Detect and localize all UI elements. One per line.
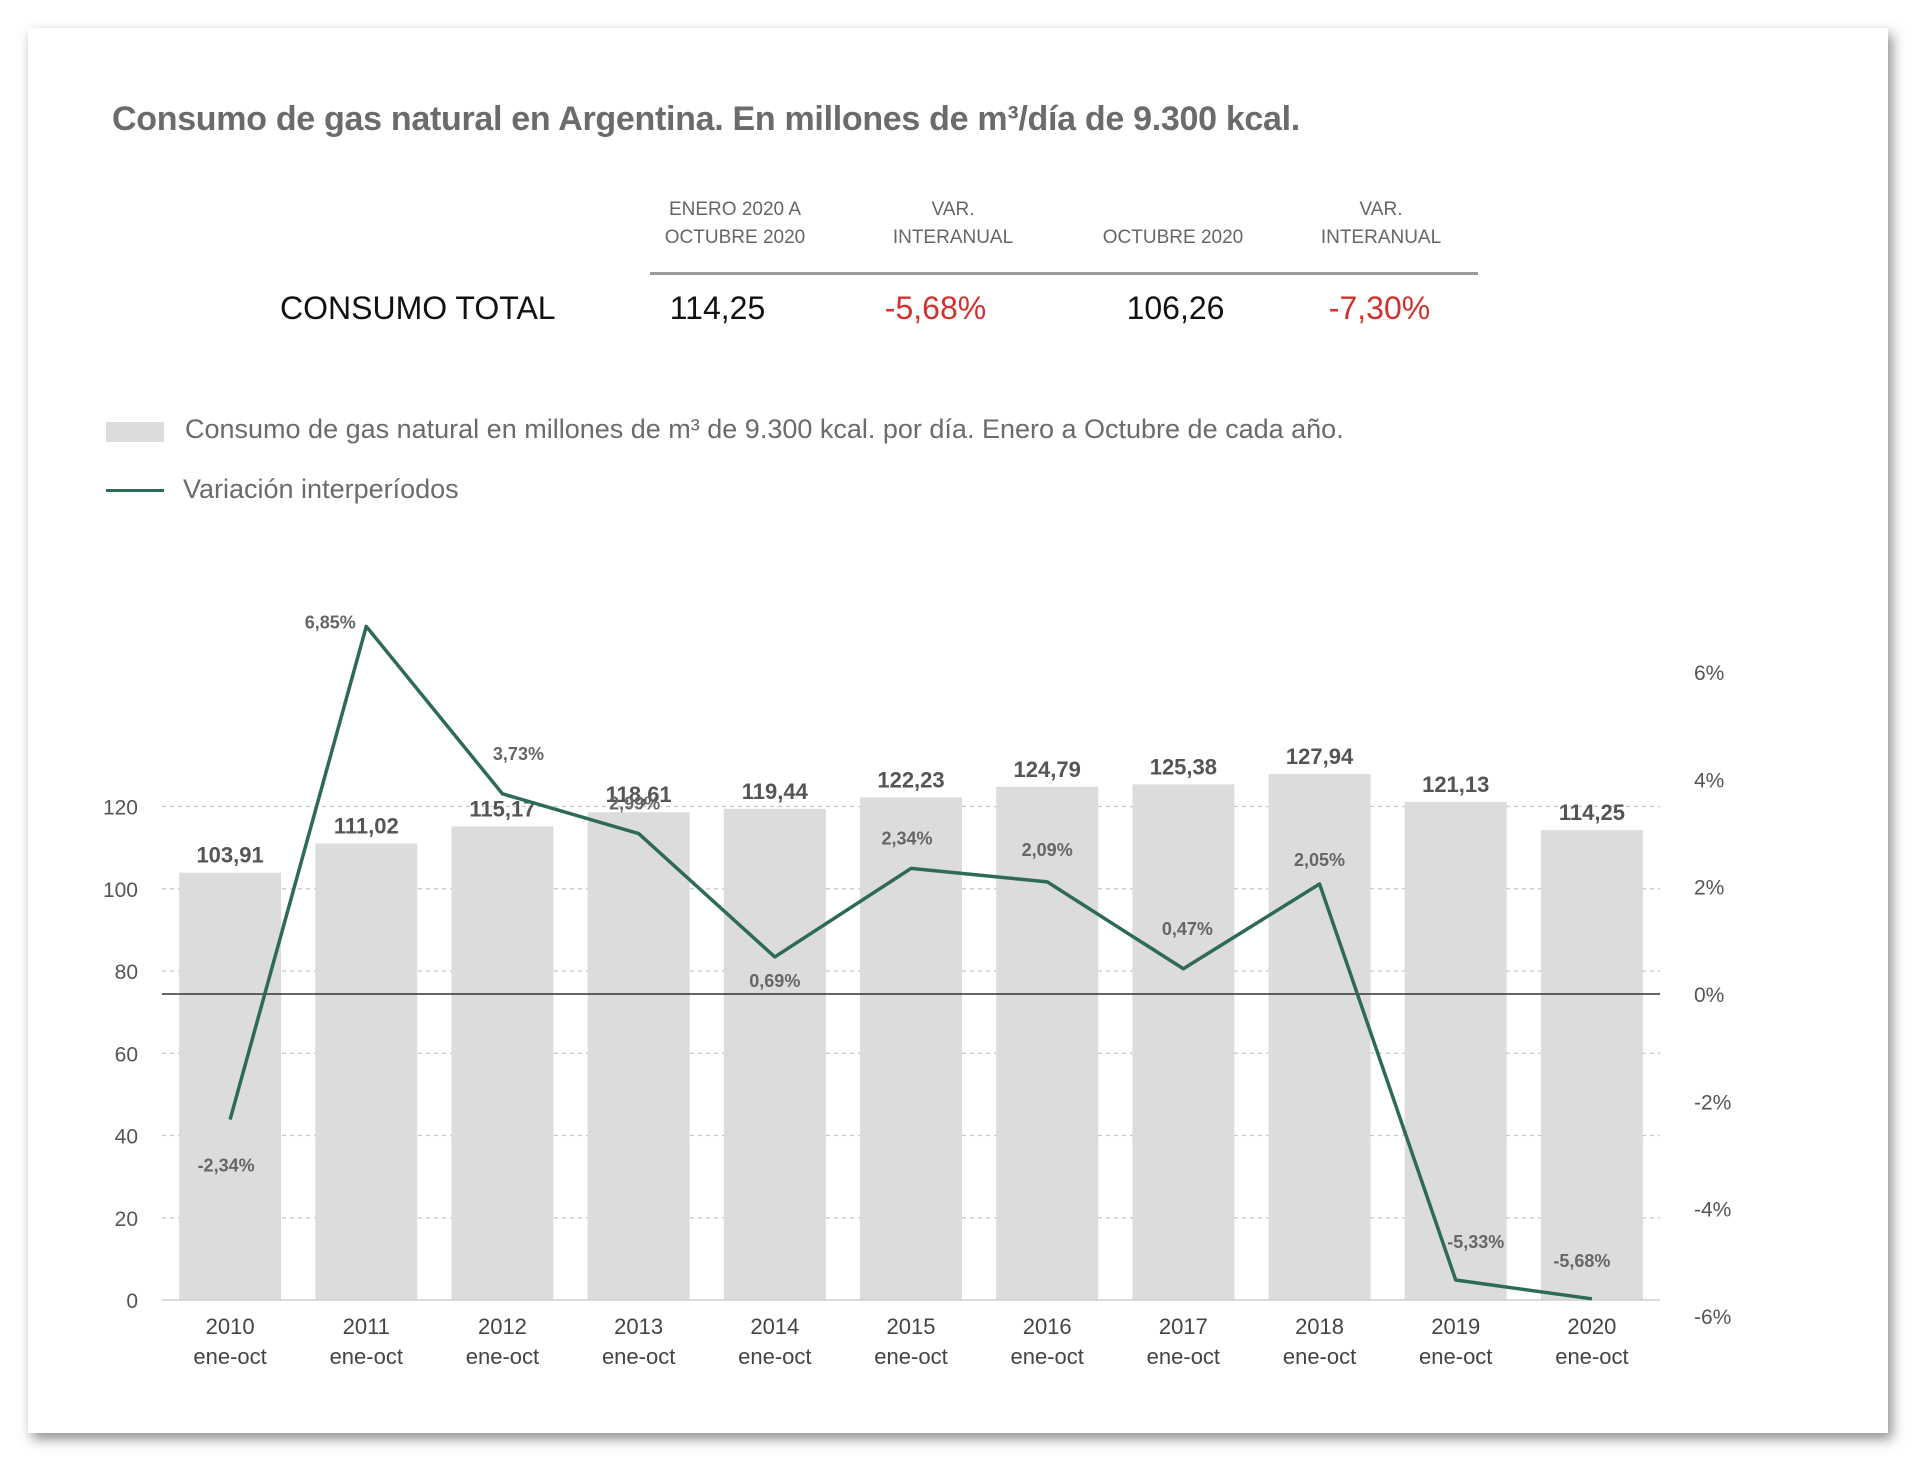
summary-value-var-1: -5,68% [884,290,987,326]
y-right-tick-label: -4% [1694,1199,1731,1222]
bar-value-label: 124,79 [1014,757,1081,782]
summary-header-var-2: VAR. INTERANUAL [1320,199,1442,248]
y-left-tick-label: 20 [115,1208,138,1231]
bar-value-label: 122,23 [877,767,944,792]
line-value-label: -2,34% [198,1156,255,1176]
summary-header-var-1: VAR. INTERANUAL [892,199,1014,248]
bar-value-label: 103,91 [196,843,263,868]
x-category-sublabel: ene-oct [738,1344,811,1369]
x-category-label: 2013 [614,1314,663,1339]
x-category-label: 2017 [1159,1314,1208,1339]
summary-divider [650,272,1478,275]
y-right-tick-label: -6% [1694,1306,1731,1329]
line-value-label: 2,09% [1022,840,1073,860]
bar-value-label: 125,38 [1150,754,1217,779]
x-category-sublabel: ene-oct [1147,1344,1220,1369]
bar [723,808,826,1300]
x-category-sublabel: ene-oct [193,1344,266,1369]
x-category-label: 2012 [478,1314,527,1339]
bar [315,843,418,1300]
bar-value-label: 114,25 [1559,800,1625,825]
y-right-tick-label: 0% [1694,984,1724,1007]
y-left-tick-label: 0 [126,1290,138,1313]
line-value-label: 2,34% [881,828,932,848]
bar [587,812,690,1300]
legend-bar-label: Consumo de gas natural en millones de m³… [185,414,1344,444]
y-left-tick-label: 100 [103,879,138,902]
bar [1268,773,1371,1300]
line-value-label: 0,69% [749,971,800,991]
bar-value-label: 119,44 [742,779,809,804]
x-category-label: 2020 [1567,1314,1616,1339]
x-category-label: 2010 [206,1314,255,1339]
bar-value-label: 118,61 [606,782,672,807]
bar [179,872,282,1300]
bar [1132,784,1235,1300]
x-category-sublabel: ene-oct [874,1344,947,1369]
line-value-label: -5,33% [1447,1232,1504,1252]
bar-value-label: 121,13 [1422,772,1489,797]
variation-line [228,624,1593,1301]
x-category-label: 2016 [1023,1314,1072,1339]
x-category-sublabel: ene-oct [1419,1344,1492,1369]
line-value-label: 3,73% [493,744,544,764]
y-left-tick-label: 80 [115,961,138,984]
summary-header-month: OCTUBRE 2020 [1102,227,1244,248]
x-category-label: 2014 [750,1314,799,1339]
x-category-sublabel: ene-oct [466,1344,539,1369]
line-value-label: -5,68% [1553,1251,1610,1271]
legend-line-swatch [106,489,164,492]
legend-line-label: Variación interperíodos [183,474,459,504]
y-left-tick-label: 120 [103,797,138,820]
x-category-sublabel: ene-oct [1283,1344,1356,1369]
bar [996,786,1099,1300]
legend-bar-swatch [106,422,164,442]
line-value-label: 0,47% [1162,919,1213,939]
y-right-tick-label: 6% [1694,662,1724,685]
summary-value-var-2: -7,30% [1328,290,1431,326]
bar-value-label: 111,02 [334,813,399,838]
x-category-sublabel: ene-oct [1010,1344,1083,1369]
line-value-label: 2,99% [609,794,660,814]
bar [1404,801,1507,1300]
bar [860,797,962,1300]
summary-value-period: 114,25 [669,290,766,326]
bar [1540,830,1643,1300]
x-category-label: 2018 [1295,1314,1344,1339]
x-category-label: 2019 [1431,1314,1480,1339]
line-value-label: 2,05% [1294,850,1345,870]
summary-row-label: CONSUMO TOTAL [280,290,556,326]
summary-value-month: 106,26 [1126,290,1225,326]
y-right-tick-label: 4% [1694,769,1724,792]
summary-header-period: ENERO 2020 A OCTUBRE 2020 [664,199,806,248]
x-category-sublabel: ene-oct [1555,1344,1628,1369]
bar [451,826,554,1300]
line-value-label: 6,85% [305,612,356,632]
x-category-sublabel: ene-oct [330,1344,403,1369]
y-right-tick-label: -2% [1694,1091,1731,1114]
y-left-tick-label: 60 [115,1043,138,1066]
y-left-tick-label: 40 [115,1126,138,1149]
chart-title: Consumo de gas natural en Argentina. En … [112,100,1300,138]
x-category-label: 2015 [887,1314,936,1339]
bar-value-label: 127,94 [1286,744,1354,769]
x-category-sublabel: ene-oct [602,1344,675,1369]
x-category-label: 2011 [343,1314,390,1339]
y-right-tick-label: 2% [1694,877,1724,900]
